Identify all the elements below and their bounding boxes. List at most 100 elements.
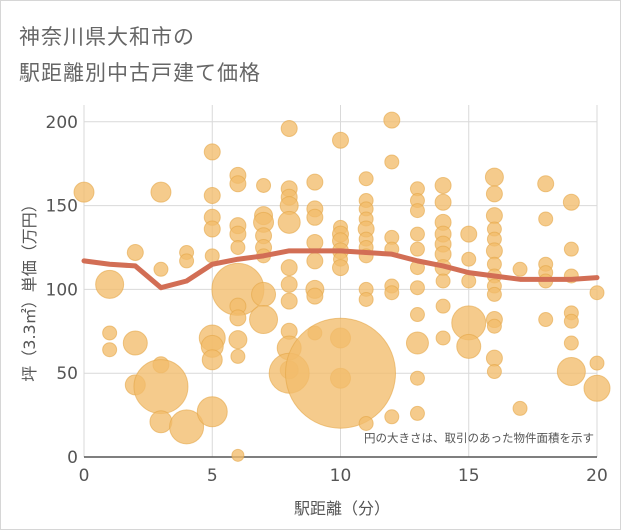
data-bubble — [434, 193, 452, 211]
y-tick-label: 50 — [56, 364, 78, 384]
data-bubble — [563, 313, 579, 329]
data-bubble — [358, 291, 374, 307]
data-bubble — [280, 292, 298, 310]
data-bubble — [332, 131, 349, 149]
data-bubble — [153, 261, 169, 277]
data-bubble — [306, 173, 324, 191]
data-bubble — [229, 175, 247, 193]
data-bubble — [384, 409, 400, 425]
data-bubble — [358, 171, 374, 187]
data-bubble — [409, 241, 425, 257]
data-bubble — [562, 193, 580, 211]
data-bubble — [434, 176, 452, 194]
y-axis-title: 坪（3.3㎡）単価（万円） — [20, 196, 39, 381]
x-tick-label: 5 — [207, 466, 218, 486]
data-bubble — [589, 355, 605, 371]
data-bubble — [409, 307, 425, 323]
data-bubble — [435, 298, 451, 314]
data-bubble — [384, 154, 400, 170]
data-bubble — [383, 111, 401, 129]
data-bubble — [133, 359, 189, 415]
data-bubble — [556, 357, 586, 387]
data-bubble — [485, 349, 503, 367]
data-bubble — [102, 342, 118, 358]
chart-title: 神奈川県大和市の 駅距離別中古戸建て価格 — [19, 19, 261, 91]
data-bubble — [384, 285, 400, 301]
data-bubble — [73, 181, 95, 203]
y-tick-label: 150 — [46, 197, 78, 217]
data-bubble — [485, 185, 503, 203]
data-bubble — [589, 285, 605, 301]
data-bubble — [512, 400, 528, 416]
data-bubble — [102, 325, 118, 341]
data-bubble — [409, 203, 425, 219]
data-bubble — [280, 259, 298, 277]
data-bubble — [563, 241, 579, 257]
data-bubble — [358, 415, 374, 431]
data-bubble — [179, 253, 195, 269]
data-bubble — [486, 364, 502, 380]
data-bubble — [409, 280, 425, 296]
data-bubble — [231, 448, 245, 462]
data-bubble — [512, 261, 528, 277]
data-bubble — [538, 312, 554, 328]
data-bubble — [277, 210, 301, 234]
data-bubble — [405, 331, 429, 355]
data-bubble — [122, 330, 148, 356]
data-bubble — [203, 187, 221, 205]
x-tick-label: 20 — [586, 466, 608, 486]
data-bubble — [409, 226, 425, 242]
x-tick-label: 15 — [458, 466, 480, 486]
data-bubble — [306, 252, 324, 270]
data-bubble — [460, 225, 478, 243]
x-tick-label: 10 — [330, 466, 352, 486]
y-tick-label: 100 — [46, 280, 78, 300]
data-bubble — [196, 396, 228, 428]
size-annotation: 円の大きさは、取引のあった物件面積を示す — [364, 431, 594, 445]
chart-title-line-1: 神奈川県大和市の — [19, 25, 195, 49]
data-bubble — [169, 409, 205, 445]
data-bubble — [461, 273, 477, 289]
data-bubble — [537, 175, 555, 193]
data-bubble — [409, 370, 425, 386]
data-bubble — [230, 348, 246, 364]
data-bubble — [435, 330, 451, 346]
data-bubble — [435, 273, 451, 289]
x-tick-label: 0 — [79, 466, 90, 486]
data-bubble — [332, 259, 349, 277]
data-bubble — [486, 318, 502, 334]
data-bubble — [230, 239, 246, 255]
data-bubble — [95, 269, 125, 299]
data-bubble — [228, 330, 248, 350]
data-bubble — [201, 349, 223, 371]
data-bubble — [229, 309, 247, 327]
trend-line — [81, 248, 600, 291]
data-bubble — [203, 143, 221, 161]
data-bubble — [251, 281, 277, 307]
data-bubble — [485, 207, 503, 225]
data-bubble — [306, 208, 324, 226]
data-bubble — [149, 410, 173, 434]
data-bubble — [484, 167, 504, 187]
data-bubble — [280, 119, 298, 137]
bubbles-layer — [73, 111, 611, 462]
data-bubble — [150, 181, 172, 203]
data-bubble — [229, 225, 247, 243]
data-bubble — [485, 242, 503, 260]
data-bubble — [280, 275, 298, 293]
data-bubble — [538, 211, 554, 227]
data-bubble — [249, 305, 279, 335]
data-bubble — [563, 335, 579, 351]
x-axis-title: 駅距離（分） — [294, 499, 390, 518]
data-bubble — [583, 374, 611, 402]
data-bubble — [456, 333, 482, 359]
data-bubble — [409, 405, 425, 421]
data-bubble — [203, 220, 221, 238]
data-bubble — [306, 233, 324, 251]
data-bubble — [285, 317, 396, 429]
data-bubble — [461, 251, 477, 267]
y-tick-label: 0 — [67, 448, 78, 468]
